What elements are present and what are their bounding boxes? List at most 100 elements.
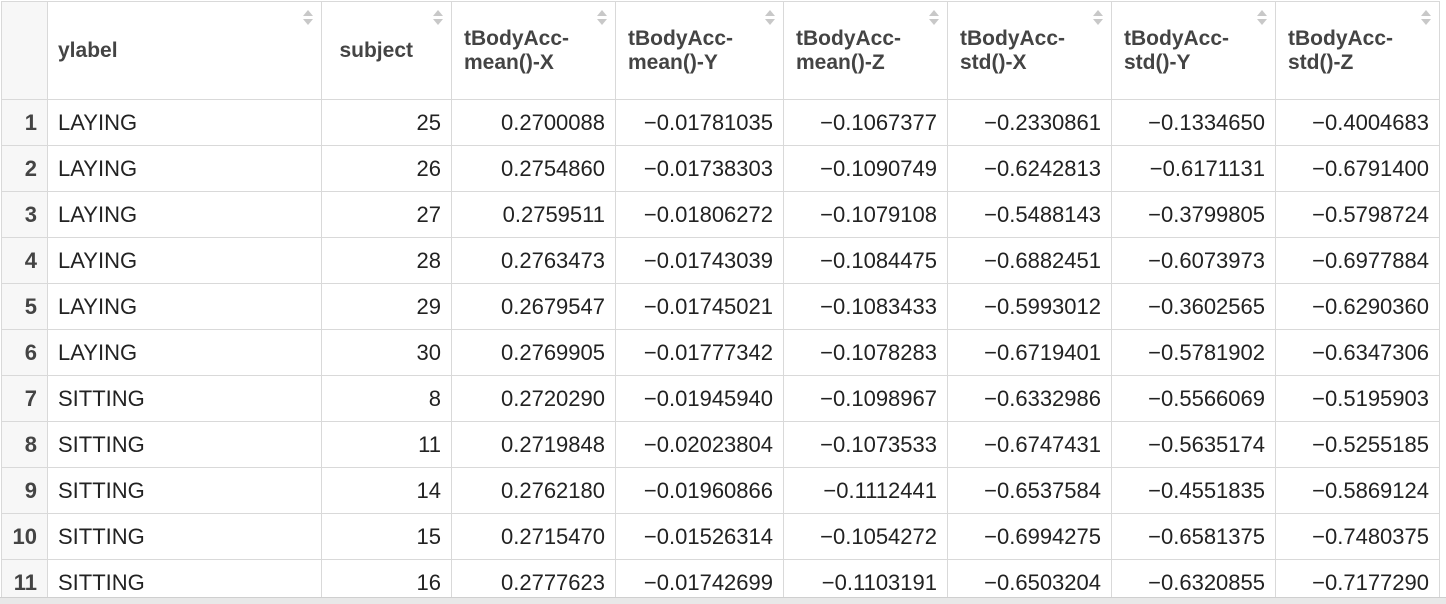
- cell-tbodyacc_std_y: −0.5635174: [1111, 421, 1276, 468]
- column-header-tbodyacc-std-z[interactable]: tBodyAcc-std()-Z: [1275, 1, 1440, 100]
- cell-tbodyacc_mean_x: 0.2763473: [451, 237, 616, 284]
- cell-tbodyacc_mean_z: −0.1054272: [783, 513, 948, 560]
- row-number: 9: [1, 467, 48, 514]
- sort-icon[interactable]: [765, 10, 775, 26]
- sort-icon[interactable]: [433, 10, 443, 26]
- cell-ylabel: SITTING: [47, 467, 322, 514]
- row-number: 1: [1, 99, 48, 146]
- column-header-label: tBodyAcc-mean()-X: [464, 26, 570, 74]
- cell-subject: 14: [321, 467, 452, 514]
- cell-tbodyacc_std_y: −0.5566069: [1111, 375, 1276, 422]
- cell-subject: 27: [321, 191, 452, 238]
- cell-tbodyacc_std_z: −0.5195903: [1275, 375, 1440, 422]
- sort-icon[interactable]: [1093, 10, 1103, 26]
- cell-tbodyacc_mean_x: 0.2762180: [451, 467, 616, 514]
- cell-tbodyacc_std_x: −0.2330861: [947, 99, 1112, 146]
- column-header-tbodyacc-std-y[interactable]: tBodyAcc-std()-Y: [1111, 1, 1276, 100]
- column-header-tbodyacc-std-x[interactable]: tBodyAcc-std()-X: [947, 1, 1112, 100]
- cell-ylabel: SITTING: [47, 559, 322, 604]
- column-header-label: tBodyAcc-mean()-Z: [796, 26, 902, 74]
- column-header-subject[interactable]: subject: [321, 1, 452, 100]
- cell-tbodyacc_std_z: −0.7480375: [1275, 513, 1440, 560]
- cell-subject: 15: [321, 513, 452, 560]
- column-header-tbodyacc-mean-x[interactable]: tBodyAcc-mean()-X: [451, 1, 616, 100]
- horizontal-scrollbar[interactable]: [0, 597, 1446, 604]
- table-row: 7 SITTING 8 0.2720290 −0.01945940 −0.1098967−…: [1, 375, 1440, 422]
- cell-tbodyacc_mean_x: 0.2679547: [451, 283, 616, 330]
- sort-icon[interactable]: [1421, 10, 1431, 26]
- cell-tbodyacc_mean_x: 0.2715470: [451, 513, 616, 560]
- cell-tbodyacc_mean_z: −0.1090749: [783, 145, 948, 192]
- cell-tbodyacc_std_z: −0.5869124: [1275, 467, 1440, 514]
- cell-tbodyacc_std_y: −0.6320855: [1111, 559, 1276, 604]
- sort-icon[interactable]: [1257, 10, 1267, 26]
- cell-tbodyacc_mean_z: −0.1073533: [783, 421, 948, 468]
- cell-subject: 25: [321, 99, 452, 146]
- table-row: 11 SITTING 16 0.2777623 −0.01742699 −0.110319…: [1, 559, 1440, 604]
- cell-tbodyacc_std_y: −0.3799805: [1111, 191, 1276, 238]
- cell-tbodyacc_std_x: −0.6242813: [947, 145, 1112, 192]
- cell-tbodyacc_mean_y: −0.01742699: [615, 559, 784, 604]
- cell-tbodyacc_mean_z: −0.1084475: [783, 237, 948, 284]
- cell-tbodyacc_mean_y: −0.01945940: [615, 375, 784, 422]
- cell-ylabel: LAYING: [47, 329, 322, 376]
- cell-tbodyacc_std_x: −0.6994275: [947, 513, 1112, 560]
- cell-tbodyacc_mean_z: −0.1083433: [783, 283, 948, 330]
- sort-icon[interactable]: [303, 10, 313, 26]
- cell-subject: 16: [321, 559, 452, 604]
- sort-icon[interactable]: [929, 10, 939, 26]
- cell-tbodyacc_std_y: −0.6581375: [1111, 513, 1276, 560]
- table-row: 10 SITTING 15 0.2715470 −0.01526314 −0.105427…: [1, 513, 1440, 560]
- cell-tbodyacc_mean_y: −0.01745021: [615, 283, 784, 330]
- cell-tbodyacc_std_x: −0.6332986: [947, 375, 1112, 422]
- cell-tbodyacc_std_y: −0.6171131: [1111, 145, 1276, 192]
- cell-tbodyacc_mean_z: −0.1103191: [783, 559, 948, 604]
- column-header-ylabel[interactable]: ylabel: [47, 1, 322, 100]
- cell-ylabel: LAYING: [47, 237, 322, 284]
- cell-tbodyacc_mean_x: 0.2754860: [451, 145, 616, 192]
- cell-subject: 28: [321, 237, 452, 284]
- cell-tbodyacc_mean_y: −0.01960866: [615, 467, 784, 514]
- cell-ylabel: LAYING: [47, 145, 322, 192]
- cell-tbodyacc_mean_x: 0.2777623: [451, 559, 616, 604]
- column-header-label: tBodyAcc-mean()-Y: [628, 26, 734, 74]
- sort-icon[interactable]: [597, 10, 607, 26]
- column-header-tbodyacc-mean-z[interactable]: tBodyAcc-mean()-Z: [783, 1, 948, 100]
- table-row: 5 LAYING 29 0.2679547 −0.01745021 −0.1083433−…: [1, 283, 1440, 330]
- header-row: ylabel subject tBodyAcc-mean()-X tBodyAc…: [1, 1, 1440, 100]
- cell-subject: 11: [321, 421, 452, 468]
- cell-tbodyacc_std_z: −0.6791400: [1275, 145, 1440, 192]
- cell-ylabel: SITTING: [47, 513, 322, 560]
- cell-tbodyacc_mean_z: −0.1112441: [783, 467, 948, 514]
- cell-tbodyacc_std_y: −0.5781902: [1111, 329, 1276, 376]
- cell-tbodyacc_std_x: −0.6503204: [947, 559, 1112, 604]
- cell-tbodyacc_std_y: −0.6073973: [1111, 237, 1276, 284]
- column-header-tbodyacc-mean-y[interactable]: tBodyAcc-mean()-Y: [615, 1, 784, 100]
- cell-tbodyacc_mean_x: 0.2719848: [451, 421, 616, 468]
- row-number: 5: [1, 283, 48, 330]
- cell-ylabel: LAYING: [47, 191, 322, 238]
- cell-tbodyacc_std_z: −0.6977884: [1275, 237, 1440, 284]
- cell-tbodyacc_std_z: −0.5798724: [1275, 191, 1440, 238]
- cell-tbodyacc_mean_y: −0.01806272: [615, 191, 784, 238]
- row-number: 4: [1, 237, 48, 284]
- cell-tbodyacc_std_x: −0.6747431: [947, 421, 1112, 468]
- column-header-label: tBodyAcc-std()-X: [960, 26, 1066, 74]
- cell-tbodyacc_mean_z: −0.1078283: [783, 329, 948, 376]
- table-row: 4 LAYING 28 0.2763473 −0.01743039 −0.1084475−…: [1, 237, 1440, 284]
- cell-subject: 29: [321, 283, 452, 330]
- cell-tbodyacc_mean_x: 0.2720290: [451, 375, 616, 422]
- cell-tbodyacc_std_x: −0.5993012: [947, 283, 1112, 330]
- cell-subject: 8: [321, 375, 452, 422]
- cell-ylabel: LAYING: [47, 99, 322, 146]
- row-number: 11: [1, 559, 48, 604]
- cell-subject: 26: [321, 145, 452, 192]
- cell-tbodyacc_std_y: −0.4551835: [1111, 467, 1276, 514]
- column-header-label: tBodyAcc-std()-Z: [1288, 26, 1394, 74]
- cell-tbodyacc_std_x: −0.6537584: [947, 467, 1112, 514]
- cell-tbodyacc_mean_x: 0.2759511: [451, 191, 616, 238]
- cell-tbodyacc_std_z: −0.5255185: [1275, 421, 1440, 468]
- column-header-label: subject: [339, 38, 413, 62]
